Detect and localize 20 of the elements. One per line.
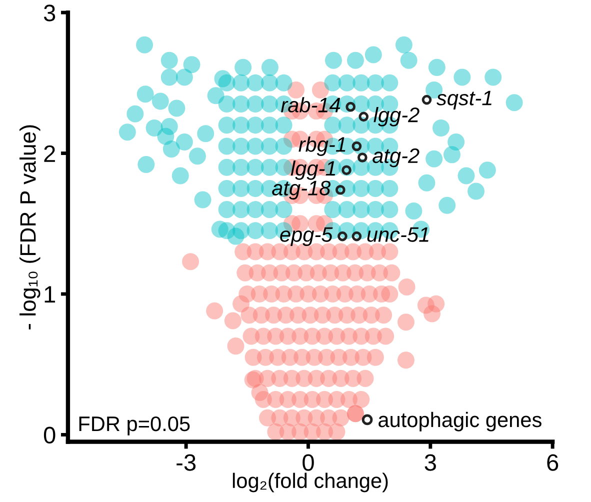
annotation: atg-2 xyxy=(372,148,420,168)
y-tick-label: 1 xyxy=(44,286,56,303)
y-tick-label: 2 xyxy=(44,145,55,162)
x-axis-title: log₂(fold change) xyxy=(232,472,388,492)
x-tick-label: -3 xyxy=(176,454,196,471)
annotation: FDR p=0.05 xyxy=(79,416,190,436)
annotation: atg-18 xyxy=(272,180,331,200)
y-tick-label: 0 xyxy=(44,426,56,444)
x-tick-label: 3 xyxy=(424,454,436,471)
annotation: sqst-1 xyxy=(436,90,492,110)
annotation: lgg-1 xyxy=(290,160,336,180)
x-tick-label: 0 xyxy=(302,454,314,471)
annotation: rbg-1 xyxy=(298,136,346,156)
annotation: lgg-2 xyxy=(374,106,420,126)
annotation: unc-51 xyxy=(367,227,428,242)
y-tick-label: 3 xyxy=(44,4,56,22)
legend-label: autophagic genes xyxy=(378,412,542,432)
y-axis-title: - log₁₀ (FDR P value) xyxy=(20,125,40,330)
annotation: epg-5 xyxy=(280,227,333,246)
x-tick-label: 6 xyxy=(547,454,558,471)
